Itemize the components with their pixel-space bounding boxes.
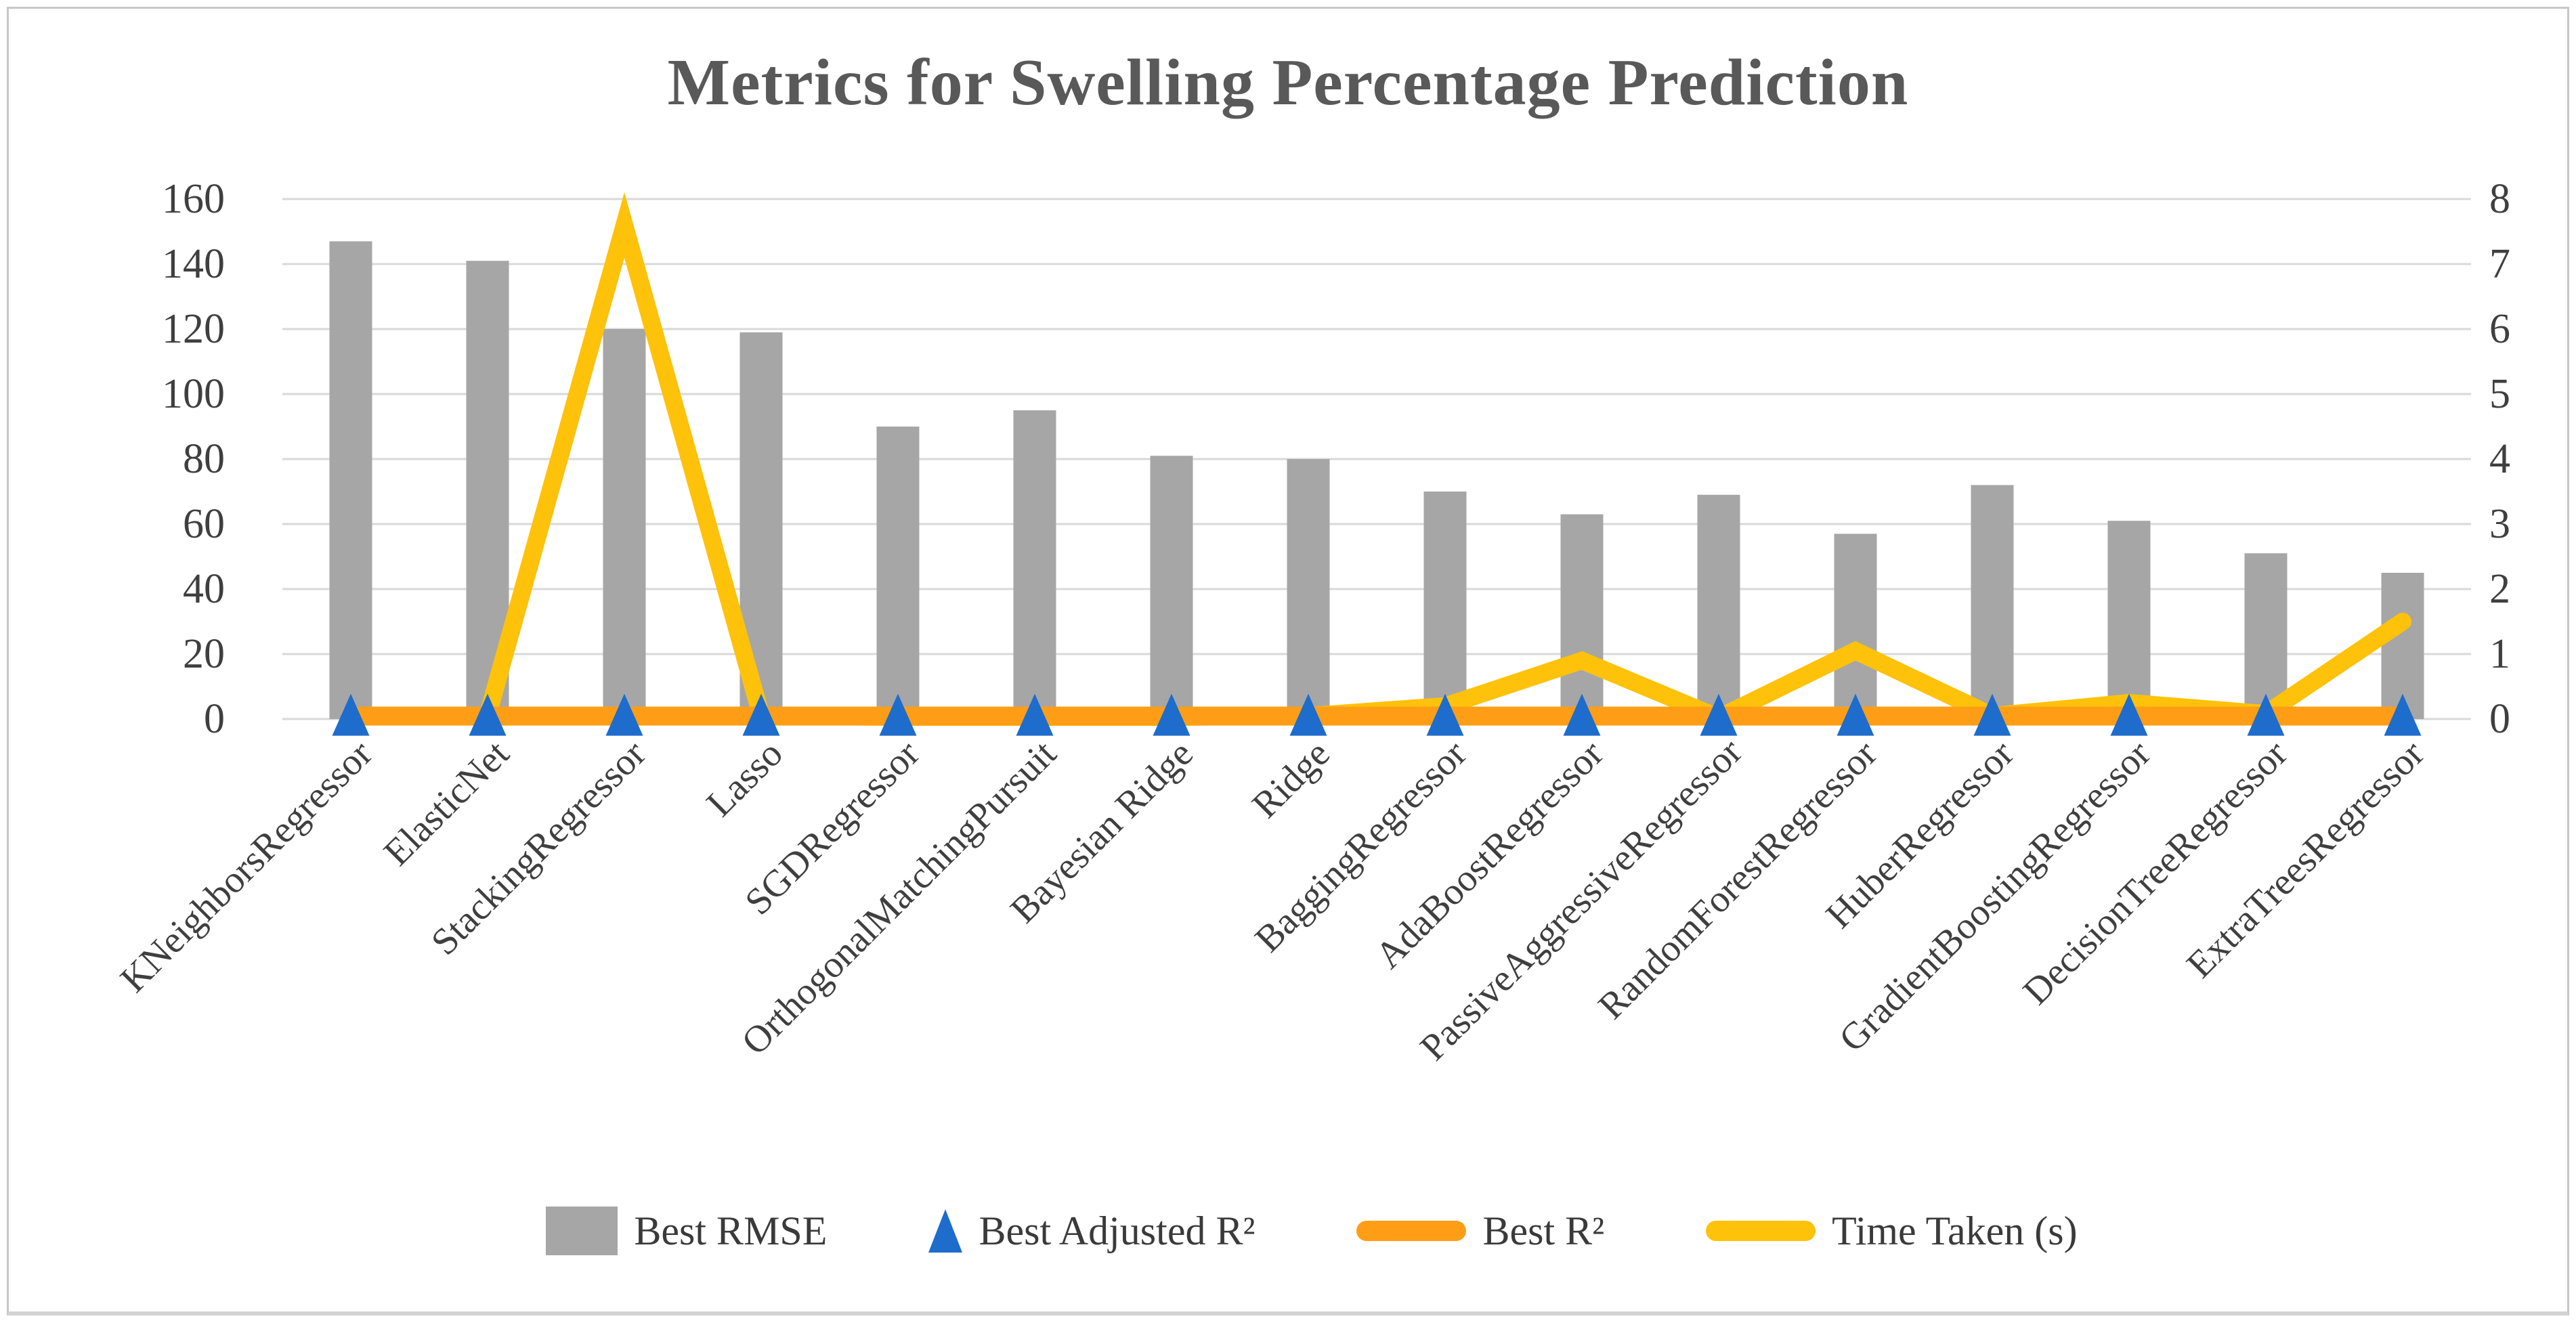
bar-SGDRegressor <box>876 427 920 719</box>
bar-swatch-icon <box>546 1207 618 1255</box>
bar-BaggingRegressor <box>1423 492 1467 719</box>
right-axis-tick-6: 6 <box>2489 306 2510 352</box>
best-adjusted-r2-marker <box>1016 693 1054 736</box>
legend-item-time-taken: Time Taken (s) <box>1706 1208 2078 1255</box>
bar-StackingRegressor <box>603 329 646 719</box>
best-adjusted-r2-marker <box>2247 693 2285 736</box>
bar-HuberRegressor <box>1971 485 2014 719</box>
chart-title: Metrics for Swelling Percentage Predicti… <box>667 46 1909 119</box>
left-axis-tick-160: 160 <box>162 176 225 222</box>
right-axis-tick-7: 7 <box>2489 241 2510 287</box>
best-adjusted-r2-marker <box>1837 693 1874 736</box>
bar-DecisionTreeRegressor <box>2244 553 2288 719</box>
time-taken-line <box>342 192 2411 728</box>
right-axis-tick-4: 4 <box>2489 436 2510 482</box>
right-axis-tick-1: 1 <box>2489 631 2510 677</box>
best-adjusted-r2-marker <box>1973 693 2011 736</box>
bar-GradientBoostingRegressor <box>2107 521 2151 719</box>
left-axis-tick-120: 120 <box>162 306 225 352</box>
legend: Best RMSE Best Adjusted R² Best R² Time … <box>0 1207 2576 1255</box>
left-axis-tick-20: 20 <box>183 631 225 677</box>
best-adjusted-r2-marker <box>1563 693 1601 736</box>
legend-item-best-adjusted-r2: Best Adjusted R² <box>928 1208 1255 1255</box>
line-swatch-icon <box>1706 1221 1816 1241</box>
bar-KNeighborsRegressor <box>329 241 372 719</box>
legend-item-best-r2: Best R² <box>1356 1208 1604 1255</box>
best-adjusted-r2-marker <box>2110 693 2148 736</box>
best-adjusted-r2-marker <box>1153 693 1190 736</box>
best-adjusted-r2-marker <box>469 693 507 736</box>
left-axis-tick-0: 0 <box>204 696 225 742</box>
best-adjusted-r2-marker <box>332 693 370 736</box>
best-adjusted-r2-marker <box>2384 693 2422 736</box>
right-axis-tick-2: 2 <box>2489 566 2510 612</box>
legend-label: Best Adjusted R² <box>979 1208 1255 1253</box>
plot-area <box>282 192 2471 736</box>
bar-Bayesian Ridge <box>1150 456 1193 719</box>
legend-label: Time Taken (s) <box>1832 1208 2078 1253</box>
line-swatch-icon <box>1356 1221 1467 1241</box>
right-axis-tick-3: 3 <box>2489 501 2510 547</box>
legend-label: Best RMSE <box>634 1208 828 1253</box>
best-adjusted-r2-marker <box>1426 693 1464 736</box>
left-axis-tick-80: 80 <box>183 436 225 482</box>
bar-RandomForestRegressor <box>1834 534 1877 719</box>
bar-AdaBoostRegressor <box>1560 514 1604 719</box>
best-adjusted-r2-marker <box>605 693 643 736</box>
best-adjusted-r2-marker <box>1289 693 1327 736</box>
legend-label: Best R² <box>1482 1208 1605 1253</box>
bar-OrthogonalMatchingPursuit <box>1013 410 1056 719</box>
left-axis-tick-40: 40 <box>183 566 225 612</box>
right-axis-tick-0: 0 <box>2489 696 2510 742</box>
left-axis-tick-140: 140 <box>162 241 225 287</box>
left-axis-tick-60: 60 <box>183 501 225 547</box>
right-axis-tick-5: 5 <box>2489 371 2510 417</box>
bar-Ridge <box>1287 459 1330 719</box>
left-axis-tick-100: 100 <box>162 371 225 417</box>
best-adjusted-r2-marker <box>879 693 917 736</box>
best-adjusted-r2-marker <box>742 693 780 736</box>
triangle-swatch-icon <box>928 1209 963 1253</box>
bar-PassiveAggressiveRegressor <box>1697 494 1740 719</box>
best-adjusted-r2-marker <box>1700 693 1738 736</box>
legend-item-best-rmse: Best RMSE <box>546 1207 827 1255</box>
right-axis-tick-8: 8 <box>2489 176 2510 222</box>
